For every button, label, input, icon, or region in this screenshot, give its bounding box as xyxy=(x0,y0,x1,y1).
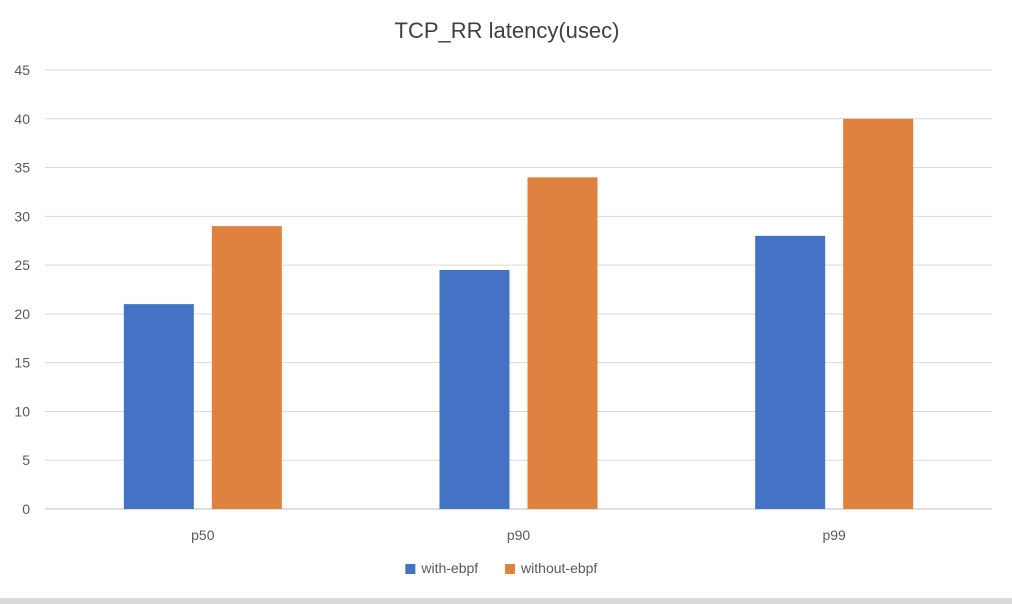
legend-swatch-with-ebpf xyxy=(405,564,416,574)
bar-with-ebpf-p99 xyxy=(755,235,826,509)
y-tick-label: 20 xyxy=(14,306,30,322)
bar-without-ebpf-p50 xyxy=(211,226,282,510)
legend-label: with-ebpf xyxy=(420,560,478,576)
x-tick-label: p90 xyxy=(507,527,531,543)
x-tick-label: p99 xyxy=(822,527,846,543)
y-tick-label: 0 xyxy=(22,501,30,517)
bars xyxy=(123,118,914,510)
x-tick-label: p50 xyxy=(191,527,215,543)
bar-with-ebpf-p90 xyxy=(439,269,510,509)
gridlines xyxy=(45,69,992,510)
y-axis-tick-labels: 0 5 10 15 20 25 30 35 40 45 xyxy=(14,62,30,517)
bar-without-ebpf-p90 xyxy=(527,177,598,510)
x-axis-tick-labels: p50 p90 p99 xyxy=(191,527,846,543)
chart-title: TCP_RR latency(usec) xyxy=(395,18,620,43)
bottom-border-strip xyxy=(0,598,1012,604)
bar-without-ebpf-p99 xyxy=(843,118,914,510)
legend-swatch-without-ebpf xyxy=(505,564,516,574)
legend-label: without-ebpf xyxy=(520,560,597,576)
y-tick-label: 5 xyxy=(22,452,30,468)
bar-with-ebpf-p50 xyxy=(123,304,194,509)
y-tick-label: 15 xyxy=(14,355,30,371)
y-tick-label: 40 xyxy=(14,111,30,127)
y-tick-label: 35 xyxy=(14,160,30,176)
legend: with-ebpf without-ebpf xyxy=(405,560,597,576)
y-tick-label: 45 xyxy=(14,62,30,78)
y-tick-label: 10 xyxy=(14,403,30,419)
y-tick-label: 30 xyxy=(14,208,30,224)
y-tick-label: 25 xyxy=(14,257,30,273)
